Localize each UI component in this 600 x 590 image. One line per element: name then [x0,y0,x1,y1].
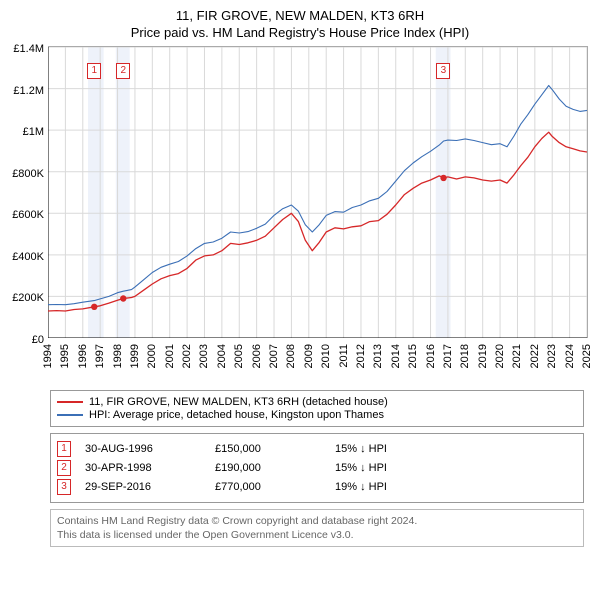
y-tick-label: £1.2M [13,85,48,97]
plot-svg [48,47,587,338]
x-tick-label: 2012 [355,344,367,368]
transaction-row: 1 30-AUG-1996£150,00015% ↓ HPI [57,441,577,457]
title-address: 11, FIR GROVE, NEW MALDEN, KT3 6RH [6,8,594,23]
y-tick-label: £400K [12,251,48,263]
transactions: 1 30-AUG-1996£150,00015% ↓ HPI 2 30-APR-199… [50,433,584,503]
legend-item: HPI: Average price, detached house, King… [57,409,577,421]
transaction-diff: 15% ↓ HPI [335,462,387,474]
transaction-row: 3 29-SEP-2016£770,00019% ↓ HPI [57,479,577,495]
transaction-badge: 1 [57,441,71,457]
plot-area: £0£200K£400K£600K£800K£1M£1.2M£1.4M123 [48,46,588,338]
transaction-price: £770,000 [215,481,335,493]
transaction-badge: 2 [57,460,71,476]
y-tick-label: £600K [12,209,48,221]
x-tick-label: 1995 [59,344,71,368]
x-tick-label: 2007 [268,344,280,368]
x-tick-label: 2017 [442,344,454,368]
x-tick-label: 2005 [233,344,245,368]
y-tick-label: £200K [12,292,48,304]
x-tick-label: 2002 [181,344,193,368]
legend-label: HPI: Average price, detached house, King… [89,409,384,421]
x-tick-label: 1997 [94,344,106,368]
x-tick-label: 1996 [77,344,89,368]
transaction-price: £190,000 [215,462,335,474]
x-tick-label: 2021 [511,344,523,368]
x-tick-label: 1999 [129,344,141,368]
x-tick-label: 2010 [320,344,332,368]
legend-swatch [57,401,83,403]
x-tick-label: 2000 [146,344,158,368]
transaction-date: 30-APR-1998 [85,462,215,474]
x-tick-label: 2024 [564,344,576,368]
transaction-badge: 3 [57,479,71,495]
y-tick-label: £800K [12,168,48,180]
x-tick-label: 2016 [425,344,437,368]
y-tick-label: £1.4M [13,43,48,55]
x-tick-label: 2022 [529,344,541,368]
transaction-diff: 15% ↓ HPI [335,443,387,455]
x-tick-label: 2003 [198,344,210,368]
x-tick-label: 2004 [216,344,228,368]
legend-label: 11, FIR GROVE, NEW MALDEN, KT3 6RH (deta… [89,396,388,408]
chart-badge: 3 [436,63,450,79]
title-subtitle: Price paid vs. HM Land Registry's House … [6,25,594,40]
x-tick-label: 2011 [338,344,350,368]
x-tick-label: 2025 [581,344,593,368]
chart-badge: 2 [116,63,130,79]
x-tick-label: 2020 [494,344,506,368]
x-tick-label: 2018 [459,344,471,368]
x-tick-label: 2013 [372,344,384,368]
chart: £0£200K£400K£600K£800K£1M£1.2M£1.4M123 1… [8,44,592,384]
transaction-date: 30-AUG-1996 [85,443,215,455]
x-tick-label: 2008 [285,344,297,368]
y-tick-label: £1M [23,126,48,138]
legend-swatch [57,414,83,416]
x-tick-label: 1998 [112,344,124,368]
x-axis-labels: 1994199519961997199819992000200120022003… [48,338,588,384]
transaction-diff: 19% ↓ HPI [335,481,387,493]
x-tick-label: 2001 [164,344,176,368]
legend: 11, FIR GROVE, NEW MALDEN, KT3 6RH (deta… [50,390,584,427]
titles: 11, FIR GROVE, NEW MALDEN, KT3 6RH Price… [6,8,594,40]
transaction-row: 2 30-APR-1998£190,00015% ↓ HPI [57,460,577,476]
transaction-date: 29-SEP-2016 [85,481,215,493]
transaction-price: £150,000 [215,443,335,455]
chart-container: 11, FIR GROVE, NEW MALDEN, KT3 6RH Price… [0,0,600,553]
x-tick-label: 2015 [407,344,419,368]
attribution-line1: Contains HM Land Registry data © Crown c… [57,514,577,528]
x-tick-label: 2009 [303,344,315,368]
x-tick-label: 2014 [390,344,402,368]
x-tick-label: 2019 [477,344,489,368]
legend-item: 11, FIR GROVE, NEW MALDEN, KT3 6RH (deta… [57,396,577,408]
chart-badge: 1 [87,63,101,79]
attribution: Contains HM Land Registry data © Crown c… [50,509,584,547]
x-tick-label: 2006 [251,344,263,368]
x-tick-label: 2023 [546,344,558,368]
attribution-line2: This data is licensed under the Open Gov… [57,528,577,542]
x-tick-label: 1994 [42,344,54,368]
